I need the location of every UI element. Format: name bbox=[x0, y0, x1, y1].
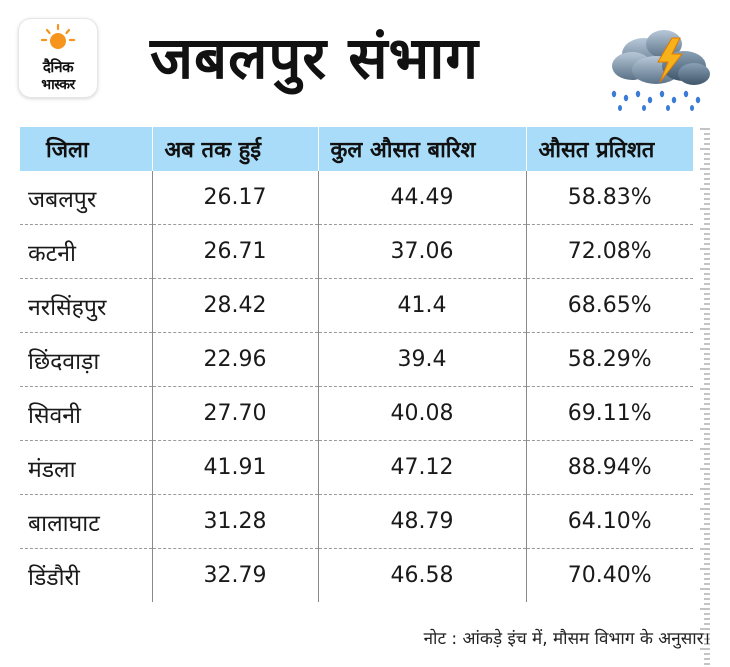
cell-average-rainfall: 47.12 bbox=[318, 440, 527, 495]
logo-text-dainik: दैनिक bbox=[42, 58, 74, 76]
cell-district: मंडला bbox=[20, 440, 153, 495]
cell-rainfall-so-far: 22.96 bbox=[152, 332, 319, 387]
cell-district: सिवनी bbox=[20, 386, 153, 441]
cell-average-percent: 68.65% bbox=[526, 278, 693, 333]
cell-average-percent: 58.83% bbox=[526, 171, 693, 225]
logo-text-bhaskar: भास्कर bbox=[41, 77, 75, 93]
column-header-district: जिला bbox=[20, 127, 153, 171]
cell-average-rainfall: 41.4 bbox=[318, 278, 527, 333]
cell-average-rainfall: 37.06 bbox=[318, 224, 527, 279]
cell-average-rainfall: 40.08 bbox=[318, 386, 527, 441]
cell-average-percent: 69.11% bbox=[526, 386, 693, 441]
cell-average-rainfall: 48.79 bbox=[318, 494, 527, 549]
table-body: जबलपुर 26.17 44.49 58.83% कटनी 26.71 37.06 72.0… bbox=[20, 171, 693, 602]
cell-average-percent: 58.29% bbox=[526, 332, 693, 387]
cell-average-percent: 88.94% bbox=[526, 440, 693, 495]
cell-district: छिंदवाड़ा bbox=[20, 332, 153, 387]
cell-average-rainfall: 46.58 bbox=[318, 548, 527, 602]
scale-ruler-decoration bbox=[700, 128, 710, 665]
storm-cloud-rain-icon bbox=[611, 30, 710, 111]
cell-district: बालाघाट bbox=[20, 494, 153, 549]
cell-rainfall-so-far: 41.91 bbox=[152, 440, 319, 495]
cell-average-rainfall: 44.49 bbox=[318, 171, 527, 225]
table-row: छिंदवाड़ा 22.96 39.4 58.29% bbox=[20, 332, 693, 387]
cell-rainfall-so-far: 26.17 bbox=[152, 171, 319, 225]
sun-icon bbox=[40, 23, 76, 49]
column-header-average-percent: औसत प्रतिशत bbox=[526, 127, 693, 171]
table-header-row: जिला अब तक हुई कुल औसत बारिश औसत प्रतिशत bbox=[20, 127, 693, 171]
cell-average-rainfall: 39.4 bbox=[318, 332, 527, 387]
cell-rainfall-so-far: 26.71 bbox=[152, 224, 319, 279]
cell-rainfall-so-far: 31.28 bbox=[152, 494, 319, 549]
cell-rainfall-so-far: 28.42 bbox=[152, 278, 319, 333]
cell-district: कटनी bbox=[20, 224, 153, 279]
table-row: बालाघाट 31.28 48.79 64.10% bbox=[20, 494, 693, 549]
table-row: सिवनी 27.70 40.08 69.11% bbox=[20, 386, 693, 441]
dainik-bhaskar-logo: दैनिक भास्कर bbox=[19, 19, 97, 97]
table-row: मंडला 41.91 47.12 88.94% bbox=[20, 440, 693, 495]
column-header-rainfall-so-far: अब तक हुई bbox=[152, 127, 319, 171]
cell-rainfall-so-far: 27.70 bbox=[152, 386, 319, 441]
table-row: जबलपुर 26.17 44.49 58.83% bbox=[20, 171, 693, 225]
cell-rainfall-so-far: 32.79 bbox=[152, 548, 319, 602]
footnote: नोट : आंकड़े इंच में, मौसम विभाग के अनुस… bbox=[423, 629, 710, 649]
rainfall-table: जिला अब तक हुई कुल औसत बारिश औसत प्रतिशत… bbox=[20, 127, 693, 602]
page-title: जबलपुर संभाग bbox=[150, 24, 479, 92]
cell-district: डिंडौरी bbox=[20, 548, 153, 602]
table-row: डिंडौरी 32.79 46.58 70.40% bbox=[20, 548, 693, 602]
cell-average-percent: 72.08% bbox=[526, 224, 693, 279]
cell-average-percent: 70.40% bbox=[567, 563, 652, 588]
column-header-average-rainfall: कुल औसत बारिश bbox=[318, 127, 527, 171]
cell-average-percent: 64.10% bbox=[526, 494, 693, 549]
cell-district: नरसिंहपुर bbox=[20, 278, 153, 333]
table-row: नरसिंहपुर 28.42 41.4 68.65% bbox=[20, 278, 693, 333]
cell-district: जबलपुर bbox=[20, 171, 153, 225]
table-row: कटनी 26.71 37.06 72.08% bbox=[20, 224, 693, 279]
